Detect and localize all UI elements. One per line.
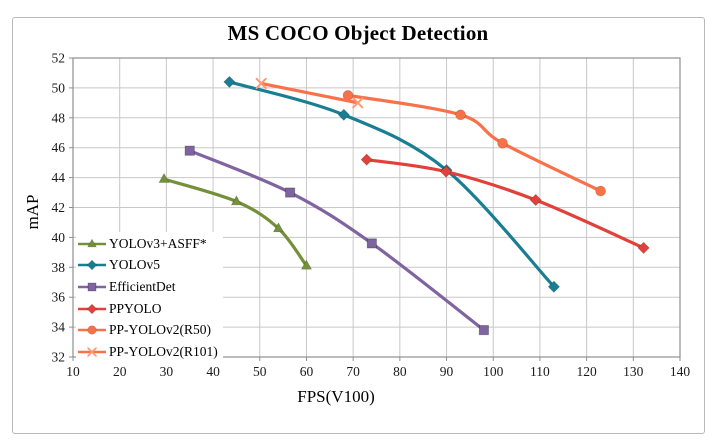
- data-point-marker: [255, 77, 267, 90]
- legend-label: PP-YOLOv2(R101): [109, 343, 218, 359]
- legend-item: YOLOv3+ASFF*: [77, 233, 218, 255]
- data-point-marker: [478, 325, 489, 336]
- x-tick-label: 70: [346, 364, 360, 379]
- x-tick-label: 60: [300, 364, 314, 379]
- x-tick-label: 20: [113, 364, 127, 379]
- legend-label: YOLOv3+ASFF*: [109, 235, 207, 251]
- y-tick-label: 52: [52, 51, 66, 66]
- x-tick-label: 10: [66, 364, 80, 379]
- legend-label: EfficientDet: [109, 278, 176, 294]
- chart-frame-border: [12, 17, 705, 434]
- data-point-marker: [360, 153, 373, 166]
- series-yolov3-asff-: [158, 172, 313, 270]
- data-point-marker: [439, 165, 453, 178]
- series-pp-yolov2-r50-: [342, 90, 606, 197]
- data-point-marker: [272, 222, 285, 233]
- y-tick-label: 40: [52, 230, 66, 245]
- y-tick-label: 44: [52, 170, 66, 185]
- data-point-marker: [337, 108, 350, 121]
- data-point-marker: [223, 75, 236, 89]
- data-point-marker: [455, 109, 466, 121]
- data-point-marker: [230, 195, 243, 206]
- y-tick-label: 46: [52, 140, 66, 155]
- series-efficientdet: [184, 145, 489, 336]
- y-tick-label: 34: [52, 320, 66, 335]
- data-point-marker: [547, 280, 561, 293]
- y-tick-label: 32: [52, 350, 66, 365]
- tick-labels: 10 20 30 40 50 60 70 80 90 100 110 120 130 140 32 34 36 3…: [52, 51, 691, 380]
- legend: YOLOv3+ASFF* YOLOv5 EfficientDet PPYOLO PP-Y…: [76, 232, 223, 364]
- data-point-marker: [595, 185, 606, 197]
- legend-item: YOLOv5: [77, 255, 218, 277]
- x-tick-label: 30: [160, 364, 174, 379]
- legend-label: PP-YOLOv2(R50): [109, 322, 212, 338]
- legend-circle-marker-icon: [78, 325, 106, 335]
- legend-item: PPYOLO: [77, 298, 218, 320]
- y-tick-label: 48: [52, 110, 66, 125]
- legend-x-marker-icon: [78, 347, 106, 357]
- series-ppyolo: [360, 153, 650, 254]
- y-tick-label: 38: [52, 260, 66, 275]
- chart-title: MS COCO Object Detection: [227, 21, 489, 45]
- data-point-marker: [497, 137, 508, 149]
- legend-item: PP-YOLOv2(R101): [77, 341, 218, 363]
- legend-item: PP-YOLOv2(R50): [77, 319, 218, 341]
- x-tick-label: 50: [253, 364, 267, 379]
- data-point-marker: [529, 193, 542, 207]
- legend-diamond-marker-icon: [78, 260, 106, 271]
- y-tick-label: 50: [52, 80, 66, 95]
- x-tick-label: 100: [483, 364, 504, 379]
- legend-label: YOLOv5: [109, 257, 160, 273]
- y-tick-label: 42: [52, 200, 66, 215]
- series-pp-yolov2-r101-: [255, 77, 364, 109]
- x-tick-label: 120: [576, 364, 597, 379]
- legend-label: PPYOLO: [109, 300, 162, 316]
- x-tick-label: 130: [623, 364, 644, 379]
- data-point-marker: [366, 238, 377, 249]
- data-point-marker: [285, 187, 296, 198]
- data-point-marker: [300, 259, 313, 270]
- x-tick-label: 140: [670, 364, 691, 379]
- data-point-marker: [184, 145, 195, 156]
- x-tick-label: 90: [440, 364, 454, 379]
- x-tick-label: 40: [206, 364, 220, 379]
- legend-diamond-marker-icon: [78, 303, 106, 314]
- x-tick-label: 80: [393, 364, 407, 379]
- legend-triangle-marker-icon: [78, 238, 106, 248]
- x-tick-label: 110: [530, 364, 550, 379]
- plot-border: [72, 57, 681, 358]
- data-point-marker: [637, 241, 650, 254]
- legend-square-marker-icon: [78, 282, 106, 292]
- y-axis-label: mAP: [23, 194, 42, 230]
- data-point-marker: [158, 172, 170, 183]
- legend-item: EfficientDet: [77, 276, 218, 298]
- y-tick-label: 36: [52, 290, 66, 305]
- x-axis-label: FPS(V100): [297, 387, 375, 406]
- data-point-marker: [352, 97, 364, 109]
